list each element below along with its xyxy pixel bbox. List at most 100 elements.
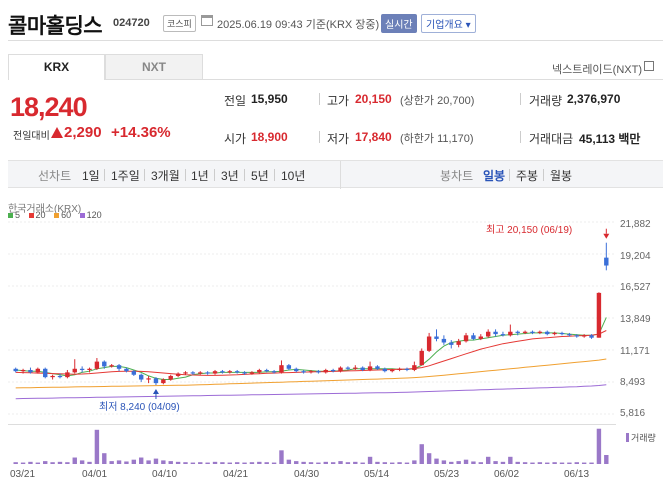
volume-bar: [604, 455, 609, 464]
volume-bar: [375, 461, 380, 464]
candle-weekly[interactable]: 주봉: [516, 169, 539, 183]
period-1d[interactable]: 1일: [82, 169, 100, 183]
volume-bar: [367, 456, 373, 464]
x-tick: 06/13: [564, 469, 590, 480]
candle-body: [138, 374, 144, 380]
candle-body: [87, 368, 92, 370]
volume-bar: [552, 462, 557, 464]
candle-body: [79, 368, 85, 370]
stock-code: 024720: [113, 17, 150, 29]
period-10y[interactable]: 10년: [281, 169, 306, 183]
candle-body: [559, 332, 565, 335]
candle-monthly[interactable]: 월봉: [550, 169, 573, 183]
nextrade-link[interactable]: 넥스트레이드(NXT): [551, 64, 642, 76]
candle-body: [131, 371, 137, 375]
candle-body: [35, 368, 41, 373]
divider: [509, 169, 510, 181]
volume-bar: [567, 462, 572, 464]
volume-bar: [198, 462, 203, 464]
volume-bar: [316, 462, 321, 464]
x-tick: 04/10: [152, 469, 178, 480]
candle-chart-label: 봉차트: [440, 169, 474, 183]
period-1y[interactable]: 1년: [191, 169, 209, 183]
period-3y[interactable]: 3년: [221, 169, 239, 183]
candle-body: [57, 375, 63, 378]
candle-body: [257, 369, 262, 373]
candle-body: [522, 331, 528, 333]
ma60-label: 60: [61, 210, 72, 220]
volume-bar: [545, 462, 550, 464]
y-tick: 19,204: [620, 251, 651, 262]
volume-bar: [57, 461, 63, 464]
volume-bar: [13, 462, 18, 464]
volume-bar: [382, 462, 388, 464]
candle-body: [471, 335, 476, 339]
volume-bar: [65, 462, 70, 464]
change-label: 전일대비: [13, 131, 50, 142]
candle-body: [168, 375, 173, 380]
candle-body: [124, 368, 129, 372]
candle-body: [153, 378, 159, 384]
candle-body: [323, 369, 328, 373]
realtime-badge[interactable]: 실시간: [381, 14, 417, 33]
candle-daily[interactable]: 일봉: [483, 169, 506, 183]
low-label: 저가: [327, 132, 350, 146]
candle-body: [530, 331, 535, 333]
candle-body: [375, 366, 380, 369]
ma5-swatch: [8, 213, 13, 218]
volume-bar: [264, 462, 269, 464]
volume-bar: [131, 459, 137, 464]
ma60-line: [15, 358, 607, 389]
volume-bar: [102, 453, 107, 464]
candle-body: [109, 365, 114, 367]
candle-body: [175, 373, 181, 376]
current-price: 18,240: [10, 92, 88, 122]
period-3m[interactable]: 3개월: [151, 169, 180, 183]
ma60-swatch: [54, 213, 60, 218]
volume-bar: [441, 460, 447, 464]
line-chart-label: 선차트: [38, 169, 72, 183]
divider: [340, 161, 341, 189]
low-annotation: 최저 8,240 (04/09): [99, 402, 180, 413]
y-tick: 21,882: [620, 219, 651, 230]
candle-body: [271, 371, 277, 373]
tab-nxt[interactable]: NXT: [105, 54, 203, 80]
candle-body: [183, 372, 188, 374]
tab-divider: [203, 79, 663, 80]
volume-bar: [124, 461, 129, 464]
period-1w[interactable]: 1주일: [111, 169, 140, 183]
candle-body: [316, 371, 321, 373]
x-tick: 03/21: [10, 469, 36, 480]
candle-body: [545, 331, 550, 335]
amount-value: 45,113 백만: [579, 130, 640, 147]
candlestick-chart[interactable]: [8, 218, 616, 418]
x-tick: 05/14: [364, 469, 390, 480]
external-link-icon[interactable]: [644, 61, 654, 71]
ma-legend-20: 20: [28, 210, 46, 220]
tab-krx[interactable]: KRX: [8, 54, 105, 80]
volume-bar: [508, 456, 513, 464]
volume-bar: [35, 462, 41, 464]
volume-bar: [537, 462, 543, 464]
volume-bar: [50, 462, 55, 464]
data-source: 한국거래소(KRX): [8, 204, 82, 215]
volume-chart[interactable]: [8, 424, 616, 464]
volume-bar: [168, 461, 173, 464]
candle-body: [330, 369, 336, 372]
high-value: 20,150: [355, 92, 392, 106]
volume-legend-label: 거래량: [631, 433, 656, 443]
y-tick: 16,527: [620, 282, 651, 293]
volume-bar: [94, 429, 100, 464]
ma-legend-5: 5: [8, 210, 20, 220]
price-change: 2,290: [51, 124, 102, 141]
volume-bar: [390, 462, 395, 464]
candle-body: [94, 361, 100, 369]
company-info-dropdown[interactable]: 기업개요 ▾: [421, 14, 476, 33]
period-5y[interactable]: 5년: [251, 169, 269, 183]
stock-name: 콜마홀딩스: [8, 15, 103, 38]
y-tick: 5,816: [620, 408, 646, 419]
candle-body: [485, 331, 491, 337]
volume-bar: [471, 461, 476, 464]
volume-bar: [596, 428, 602, 464]
ma-legend-60: 60: [54, 210, 71, 220]
